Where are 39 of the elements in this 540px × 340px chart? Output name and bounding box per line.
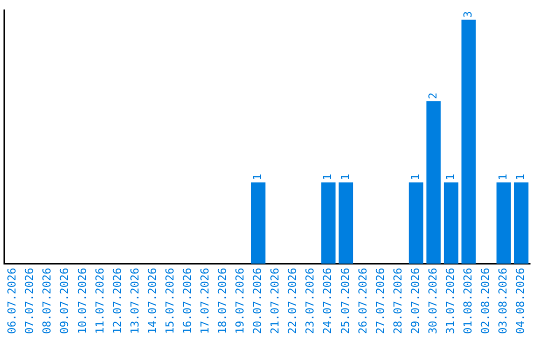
x-tick-label: 03.08.2026 — [496, 268, 510, 334]
x-tick-label: 12.07.2026 — [110, 268, 124, 334]
data-label: 1 — [408, 174, 422, 180]
x-tick-label: 18.07.2026 — [216, 268, 230, 334]
data-label: 3 — [461, 11, 474, 18]
data-label: 1 — [496, 174, 510, 180]
data-label: 1 — [251, 174, 264, 180]
x-tick-label: 15.07.2026 — [163, 268, 176, 334]
x-tick-label: 02.08.2026 — [479, 268, 492, 334]
data-label: 1 — [321, 174, 334, 180]
x-tick-label: 24.07.2026 — [321, 268, 334, 334]
data-label: 2 — [426, 92, 440, 100]
x-tick-label: 20.07.2026 — [251, 268, 264, 334]
x-tick-label: 06.07.2026 — [6, 268, 19, 334]
x-tick-label: 11.07.2026 — [93, 268, 106, 334]
x-tick-label: 25.07.2026 — [338, 268, 352, 334]
data-label: 1 — [444, 174, 457, 180]
x-tick-label: 29.07.2026 — [408, 268, 422, 334]
x-tick-label: 09.07.2026 — [58, 268, 72, 334]
x-tick-label: 31.07.2026 — [444, 268, 457, 334]
x-tick-label: 16.07.2026 — [180, 268, 194, 334]
x-tick-label: 07.07.2026 — [23, 268, 36, 334]
data-label: 1 — [514, 174, 528, 180]
x-tick-label: 14.07.2026 — [146, 268, 159, 334]
x-tick-label: 22.07.2026 — [286, 268, 300, 334]
x-tick-label: 04.08.2026 — [514, 268, 528, 334]
x-tick-label: 10.07.2026 — [76, 268, 89, 334]
x-tick-label: 27.07.2026 — [374, 268, 387, 334]
x-tick-label: 21.07.2026 — [268, 268, 282, 334]
x-tick-label: 17.07.2026 — [198, 268, 212, 334]
x-tick-label: 26.07.2026 — [356, 268, 370, 334]
x-tick-label: 19.07.2026 — [234, 268, 247, 334]
x-tick-label: 30.07.2026 — [426, 268, 440, 334]
x-tick-label: 13.07.2026 — [128, 268, 142, 334]
data-label: 1 — [338, 174, 352, 180]
x-tick-label: 01.08.2026 — [461, 268, 474, 334]
x-tick-label: 08.07.2026 — [40, 268, 54, 334]
x-tick-label: 28.07.2026 — [391, 268, 404, 334]
x-tick-label: 23.07.2026 — [304, 268, 317, 334]
